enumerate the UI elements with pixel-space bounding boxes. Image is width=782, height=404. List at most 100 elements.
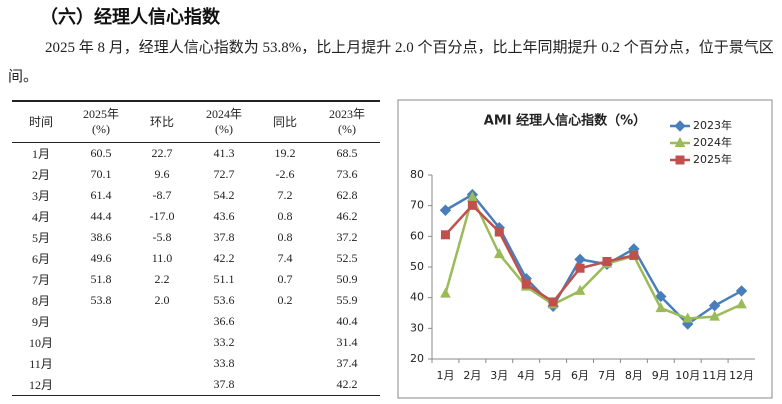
data-point (574, 253, 586, 266)
data-point (547, 300, 559, 312)
table-row: 6月 49.6 11.0 42.2 7.4 52.5 (12, 248, 380, 269)
table-cell: 7.2 (277, 188, 293, 202)
legend-label: 2023年 (693, 118, 732, 132)
table-cell (256, 374, 314, 396)
data-point (440, 230, 450, 240)
table-row: 2月 70.1 9.6 72.7 -2.6 73.6 (12, 164, 380, 185)
table-cell: 33.8 (213, 356, 235, 370)
x-tick-label: 10月 (675, 369, 700, 382)
y-tick-label: 30 (410, 321, 424, 334)
data-point (736, 298, 747, 309)
series-line (444, 193, 743, 326)
table-cell: 62.8 (336, 188, 358, 202)
data-point (494, 227, 504, 237)
table-cell: 42.2 (213, 251, 235, 265)
y-tick-label: 20 (410, 352, 424, 365)
header-cell: 2025年 (%) (70, 100, 132, 143)
table-cell: 68.5 (336, 146, 358, 160)
y-tick-label: 80 (410, 168, 424, 181)
table-cell: 0.8 (277, 230, 293, 244)
x-tick-label: 3月 (490, 369, 508, 382)
table-cell: 8月 (31, 294, 50, 308)
data-point (520, 272, 532, 285)
table-cell: 44.4 (90, 209, 112, 223)
data-point (602, 256, 612, 266)
table-cell: 7.4 (277, 251, 293, 265)
paragraph: 2025 年 8 月，经理人信心指数为 53.8%，比上月提升 2.0 个百分点… (8, 40, 774, 85)
header-cell: 时间 (12, 100, 70, 143)
data-point (682, 318, 694, 330)
legend-label: 2025年 (693, 152, 732, 166)
legend-marker (675, 155, 685, 165)
x-tick-label: 5月 (544, 369, 562, 382)
header-cell: 环比 (132, 100, 192, 143)
series-line (444, 193, 743, 320)
table-cell: 5月 (31, 231, 50, 245)
table-cell: 33.2 (213, 335, 235, 349)
table-cell: 2.0 (154, 293, 170, 307)
table-cell: 70.1 (90, 167, 112, 181)
table-row: 1月 60.5 22.7 41.3 19.2 68.5 (12, 143, 380, 165)
table-cell: 53.6 (213, 293, 235, 307)
table-cell: 41.3 (213, 146, 235, 160)
data-table: 时间 2025年 (%) 环比 2024年 (%) 同比 2023年 (%) 1月 60.5… (12, 100, 380, 396)
table-cell (132, 332, 192, 353)
header-cell: 2024年 (%) (192, 100, 256, 143)
data-point (440, 287, 451, 298)
table-cell: 10月 (28, 336, 53, 350)
data-point (601, 257, 613, 268)
data-point (601, 258, 613, 270)
table-cell (70, 311, 132, 332)
table-cell: 51.1 (213, 272, 235, 286)
table-cell: 54.2 (213, 188, 235, 202)
table-cell: 60.5 (90, 146, 112, 160)
table-row: 12月 37.8 42.2 (12, 374, 380, 396)
table-cell: 3月 (31, 189, 50, 203)
table-cell (256, 332, 314, 353)
header-cell: 2023年 (%) (314, 100, 380, 143)
data-point (575, 263, 585, 273)
y-tick-label: 60 (410, 229, 424, 242)
table-cell: 40.4 (336, 314, 358, 328)
series-line (444, 203, 635, 304)
table-cell: 46.2 (336, 209, 358, 223)
table-cell: 0.2 (277, 293, 293, 307)
table-cell: 9.6 (154, 167, 170, 181)
heading: （六）经理人信心指数 (40, 7, 220, 28)
x-tick-label: 7月 (598, 369, 616, 382)
x-tick-label: 2月 (463, 369, 481, 382)
data-point (709, 310, 720, 321)
data-point (708, 299, 721, 312)
table-cell: 11.0 (151, 251, 173, 265)
chart-frame (397, 99, 773, 399)
table-row: 8月 53.8 2.0 53.6 0.2 55.9 (12, 290, 380, 311)
chart-title: AMI 经理人信心指数（%） (484, 113, 646, 129)
table-cell: 53.8 (90, 293, 112, 307)
table-row: 11月 33.8 37.4 (12, 353, 380, 374)
table-cell: 2.2 (154, 272, 170, 286)
table-body: 1月 60.5 22.7 41.3 19.2 68.5 2月 70.1 9.6 72.7 -2.6 7… (12, 143, 380, 396)
x-tick-label: 8月 (625, 369, 643, 382)
table-cell: 37.4 (336, 356, 358, 370)
legend-marker (674, 136, 686, 147)
data-point (548, 297, 558, 307)
data-point (493, 222, 505, 234)
table-cell: 6月 (31, 252, 50, 266)
data-point (629, 250, 639, 260)
table-cell (70, 374, 132, 396)
legend-label: 2024年 (693, 135, 732, 149)
table-cell: 43.6 (213, 209, 235, 223)
y-tick-label: 50 (410, 260, 424, 273)
x-tick-label: 4月 (517, 369, 535, 382)
data-point (467, 200, 477, 210)
data-point (467, 191, 478, 202)
x-tick-label: 1月 (436, 369, 454, 382)
table-cell: -5.8 (152, 230, 172, 244)
data-point (493, 248, 505, 259)
data-point (521, 279, 531, 289)
table-cell: 22.7 (151, 146, 173, 160)
data-point (628, 243, 640, 255)
header-cell: 同比 (256, 100, 314, 143)
table-cell: 9月 (31, 315, 50, 329)
